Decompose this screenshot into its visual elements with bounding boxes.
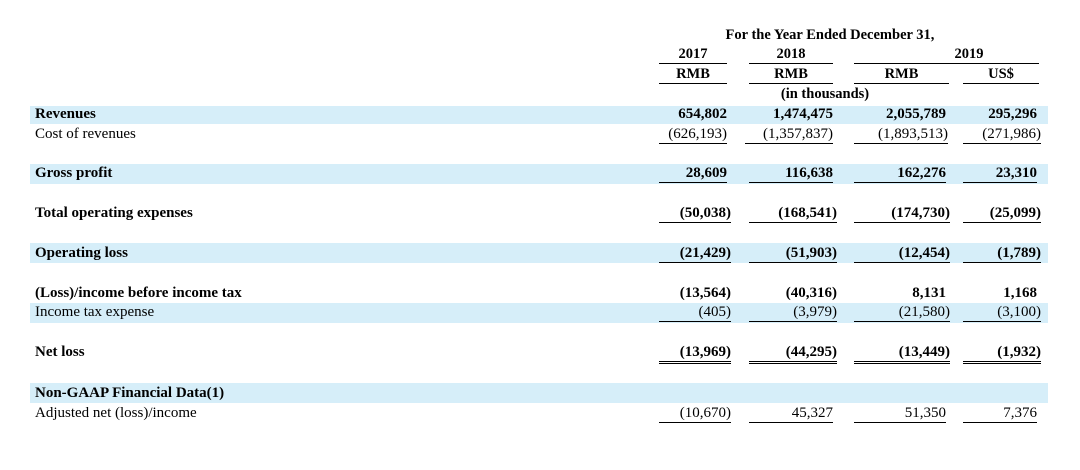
adjusted-2019-rmb: 51,350 <box>854 405 946 423</box>
gross-2018: 116,638 <box>749 165 833 183</box>
year-2019-label: 2019 <box>954 46 984 62</box>
label-loss-income-before-tax: (Loss)/income before income tax <box>35 285 242 301</box>
tax-2017: (405) <box>659 304 731 322</box>
tax-2018: (3,979) <box>749 304 837 322</box>
pretax-2018: (40,316) <box>785 285 837 301</box>
currency-2019-rmb: RMB <box>854 66 949 84</box>
gross-2019-usd: 23,310 <box>963 165 1037 183</box>
pretax-2017: (13,564) <box>679 285 731 301</box>
label-total-operating-expenses: Total operating expenses <box>35 205 193 221</box>
adjusted-2017: (10,670) <box>659 405 731 423</box>
label-net-loss: Net loss <box>35 344 85 360</box>
opex-2018: (168,541) <box>749 205 837 223</box>
revenues-2019-usd: 295,296 <box>988 106 1037 122</box>
cost-2017: (626,193) <box>659 126 727 144</box>
revenues-2018: 1,474,475 <box>773 106 833 122</box>
row-band-revenues <box>30 106 1048 124</box>
currency-2017: RMB <box>659 66 727 84</box>
netloss-2017: (13,969) <box>659 344 731 364</box>
pretax-2019-usd: 1,168 <box>1003 285 1037 301</box>
label-cost-of-revenues: Cost of revenues <box>35 126 136 142</box>
gross-2017: 28,609 <box>659 165 727 183</box>
currency-2019-usd: US$ <box>963 66 1039 84</box>
row-band-operating-loss <box>30 243 1048 263</box>
gross-2019-rmb: 162,276 <box>854 165 946 183</box>
units-note: (in thousands) <box>780 86 870 102</box>
oploss-2019-rmb: (12,454) <box>854 245 950 263</box>
label-gross-profit: Gross profit <box>35 165 113 181</box>
year-2017: 2017 <box>659 46 727 64</box>
label-operating-loss: Operating loss <box>35 245 128 261</box>
pretax-2019-rmb: 8,131 <box>912 285 946 301</box>
oploss-2019-usd: (1,789) <box>963 245 1041 263</box>
tax-2019-rmb: (21,580) <box>854 304 950 322</box>
cost-2018: (1,357,837) <box>745 126 833 144</box>
cost-2019-rmb: (1,893,513) <box>854 126 948 144</box>
period-title: For the Year Ended December 31, <box>725 27 935 43</box>
label-income-tax-expense: Income tax expense <box>35 304 155 320</box>
opex-2017: (50,038) <box>659 205 731 223</box>
revenues-2017: 654,802 <box>678 106 727 122</box>
row-band-income-tax <box>30 303 1048 323</box>
adjusted-2019-usd: 7,376 <box>963 405 1037 423</box>
netloss-2018: (44,295) <box>749 344 837 364</box>
revenues-2019-rmb: 2,055,789 <box>886 106 946 122</box>
tax-2019-usd: (3,100) <box>963 304 1041 322</box>
label-non-gaap: Non-GAAP Financial Data(1) <box>35 385 225 401</box>
opex-2019-usd: (25,099) <box>963 205 1041 223</box>
opex-2019-rmb: (174,730) <box>854 205 950 223</box>
label-revenues: Revenues <box>35 106 96 122</box>
netloss-2019-usd: (1,932) <box>963 344 1041 364</box>
oploss-2017: (21,429) <box>659 245 731 263</box>
row-band-gross-profit <box>30 164 1048 184</box>
adjusted-2018: 45,327 <box>749 405 833 423</box>
currency-2018: RMB <box>749 66 833 84</box>
year-2018: 2018 <box>749 46 833 64</box>
label-adjusted-net: Adjusted net (loss)/income <box>35 405 197 421</box>
row-band-non-gaap <box>30 383 1048 403</box>
cost-2019-usd: (271,986) <box>963 126 1041 144</box>
netloss-2019-rmb: (13,449) <box>854 344 950 364</box>
year-2019: 2019 <box>854 46 1039 64</box>
oploss-2018: (51,903) <box>749 245 837 263</box>
